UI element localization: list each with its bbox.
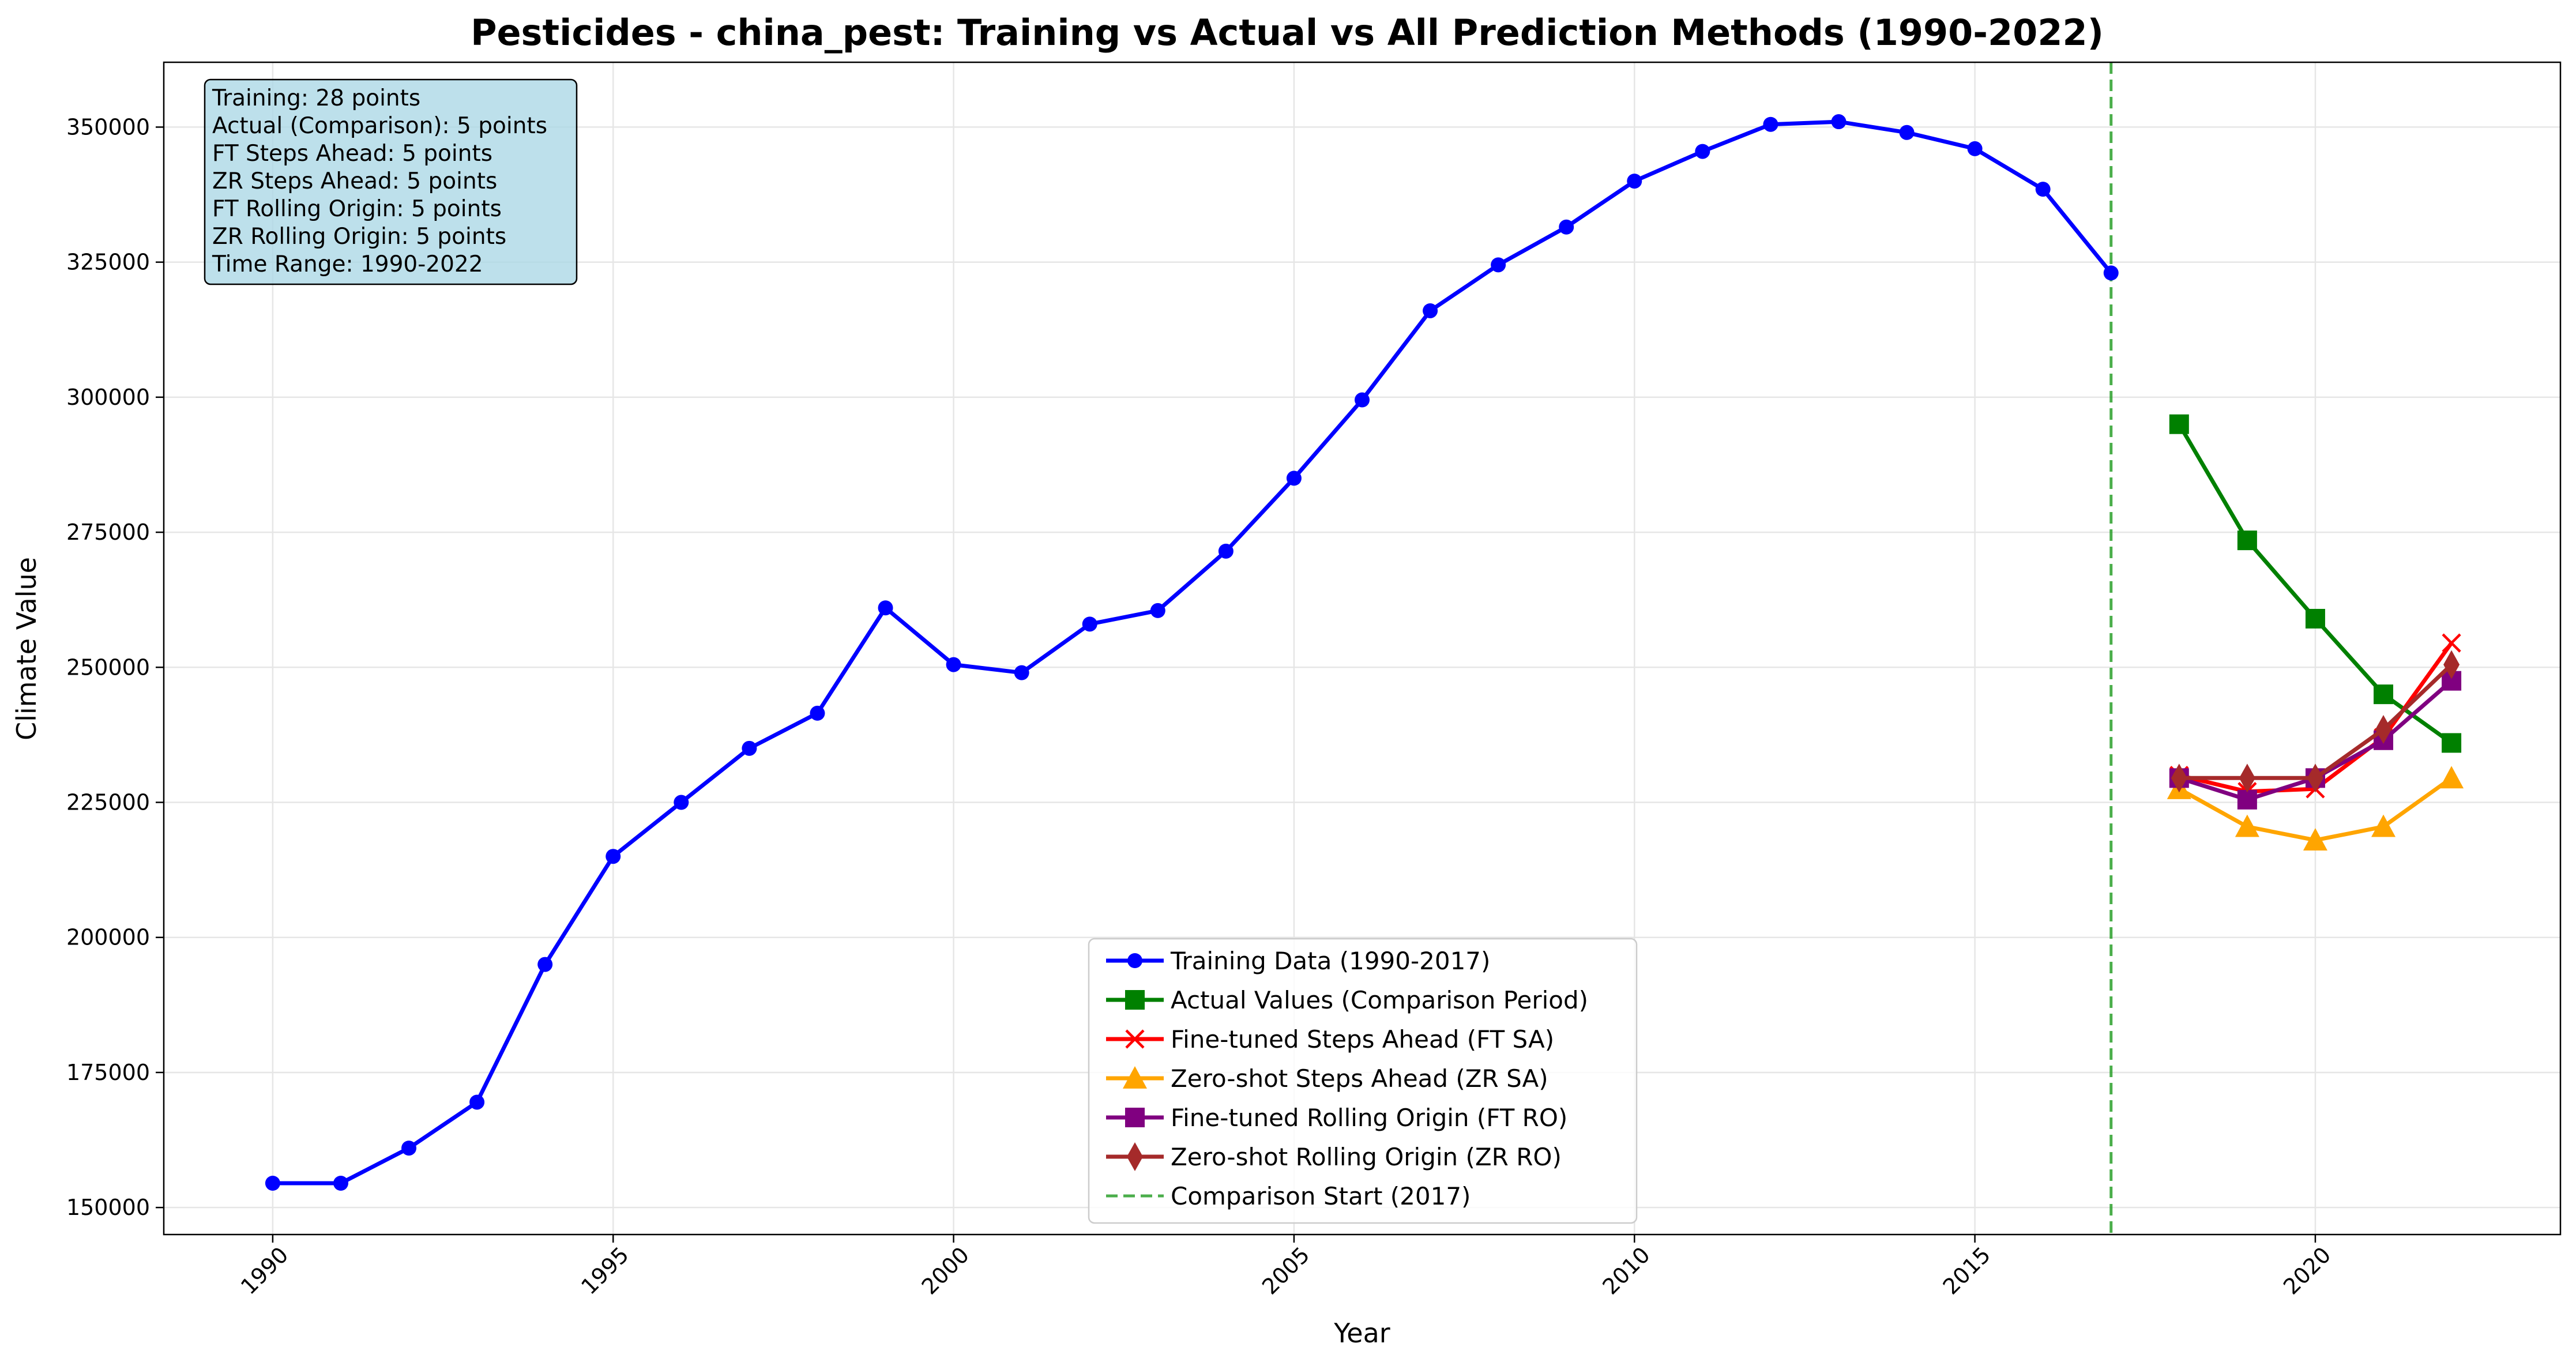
data-point [2305,608,2325,629]
legend-marker [1125,1029,1145,1049]
data-point [2307,763,2323,793]
data-point [810,705,825,721]
data-point [2171,763,2187,793]
legend-marker [1125,1108,1145,1127]
data-point [2439,766,2464,789]
legend-label: Zero-shot Rolling Origin (ZR RO) [1171,1143,1562,1171]
series-3 [2167,766,2464,851]
data-point [1831,114,1847,130]
legend-label: Fine-tuned Rolling Origin (FT RO) [1171,1104,1567,1132]
data-point [2237,789,2257,810]
info-box-line: FT Rolling Origin: 5 points [212,196,502,222]
y-tick-label: 250000 [66,654,150,680]
data-point [742,740,757,756]
y-tick-label: 275000 [66,520,150,545]
data-point [1763,116,1778,132]
legend-frame [1088,938,1638,1224]
info-box-line: FT Steps Ahead: 5 points [212,141,492,167]
series-0 [265,114,2119,1191]
legend-entry: Actual Values (Comparison Period) [1106,986,1588,1014]
legend-entry: Fine-tuned Steps Ahead (FT SA) [1106,1025,1554,1053]
y-tick-label: 200000 [66,925,150,950]
data-point [2375,715,2392,744]
data-point [2035,182,2051,197]
legend-marker [1127,953,1142,968]
data-point [2442,733,2462,753]
x-axis-label: Year [1333,1318,1390,1349]
info-box-line: Training: 28 points [212,85,420,111]
series-5 [2171,650,2460,793]
legend-marker [1123,1066,1147,1089]
y-tick-label: 225000 [66,790,150,815]
data-point [1559,219,1574,235]
y-tick-label: 300000 [66,385,150,410]
data-point [1286,471,1302,486]
info-box-line: Actual (Comparison): 5 points [212,113,547,139]
legend-label: Comparison Start (2017) [1171,1182,1471,1210]
data-point [878,600,893,616]
data-point [606,849,621,864]
legend-label: Zero-shot Steps Ahead (ZR SA) [1171,1064,1548,1093]
chart-title: Pesticides - china_pest: Training vs Act… [471,12,2104,54]
data-point [2303,828,2327,851]
data-point [333,1175,348,1191]
data-point [674,795,689,810]
data-point [265,1175,280,1191]
data-point [1150,603,1165,618]
data-point [2235,814,2259,837]
data-point [1491,257,1506,273]
data-point [2237,530,2257,551]
data-point [946,657,961,672]
data-point [2103,265,2119,281]
data-point [1082,616,1097,632]
legend-marker [1125,990,1145,1010]
info-box-line: Time Range: 1990-2022 [212,251,483,277]
data-point [401,1141,417,1156]
data-point [537,957,553,972]
data-point [2169,414,2189,434]
y-axis-label: Climate Value [11,557,42,740]
data-point [2442,633,2461,653]
y-tick-label: 325000 [66,250,150,275]
info-box-frame [204,78,578,285]
data-point [1627,174,1642,189]
legend-label: Fine-tuned Steps Ahead (FT SA) [1171,1025,1554,1053]
legend-entry: Comparison Start (2017) [1106,1182,1471,1210]
legend-label: Training Data (1990-2017) [1170,947,1490,975]
info-box-line: ZR Steps Ahead: 5 points [212,168,497,194]
data-point [1967,141,1983,156]
legend-entry: Zero-shot Steps Ahead (ZR SA) [1106,1064,1548,1093]
legend-marker [1127,1142,1143,1171]
y-tick-label: 350000 [66,114,150,140]
plot-frame [163,61,2562,1236]
data-point [2371,814,2396,837]
data-point [1899,125,1915,140]
data-point [1423,303,1438,318]
legend-entry: Training Data (1990-2017) [1106,947,1490,975]
data-point [1355,392,1370,408]
y-tick-label: 175000 [66,1060,150,1085]
data-point [469,1094,485,1110]
data-point [2239,763,2255,793]
legend-entry: Zero-shot Rolling Origin (ZR RO) [1106,1142,1562,1171]
data-point [1695,144,1710,159]
data-point [1014,665,1029,680]
y-tick-label: 150000 [66,1195,150,1220]
legend: Training Data (1990-2017) Actual Values (… [1088,938,1638,1224]
data-point [1218,543,1234,559]
legend-label: Actual Values (Comparison Period) [1171,986,1588,1014]
data-point [2374,684,2394,705]
series-layer [265,62,2464,1235]
series-line [272,119,2113,1186]
legend-entry: Fine-tuned Rolling Origin (FT RO) [1106,1104,1567,1132]
data-point [2443,650,2460,679]
info-box-line: ZR Rolling Origin: 5 points [212,224,506,250]
